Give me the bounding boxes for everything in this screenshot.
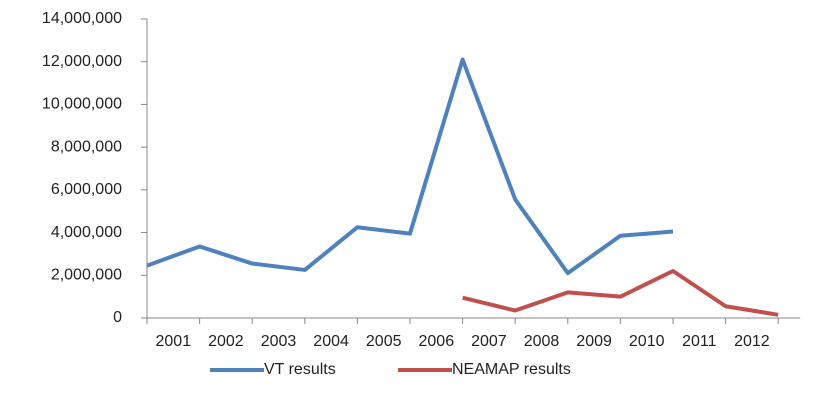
legend-label: VT results [264, 361, 336, 378]
y-tick-label: 14,000,000 [42, 10, 122, 27]
y-tick-label: 2,000,000 [51, 267, 122, 284]
y-tick-label: 0 [113, 309, 122, 326]
y-tick-label: 8,000,000 [51, 138, 122, 155]
x-tick-label: 2003 [261, 333, 297, 350]
y-tick-label: 6,000,000 [51, 181, 122, 198]
x-tick-label: 2006 [419, 333, 455, 350]
x-tick-label: 2008 [524, 333, 560, 350]
y-tick-label: 12,000,000 [42, 53, 122, 70]
x-tick-label: 2012 [734, 333, 770, 350]
series-line [146, 57, 674, 276]
y-tick-label: 4,000,000 [51, 224, 122, 241]
x-tick-label: 2001 [156, 333, 192, 350]
x-tick-label: 2011 [682, 333, 717, 350]
x-tick-label: 2010 [629, 333, 665, 350]
x-tick-label: 2007 [471, 333, 507, 350]
series-line [462, 269, 779, 317]
y-tick-label: 10,000,000 [42, 96, 122, 113]
legend-label: NEAMAP results [452, 361, 571, 378]
x-tick-label: 2009 [576, 333, 612, 350]
x-tick-label: 2004 [313, 333, 349, 350]
x-tick-label: 2002 [208, 333, 244, 350]
x-tick-label: 2005 [366, 333, 402, 350]
